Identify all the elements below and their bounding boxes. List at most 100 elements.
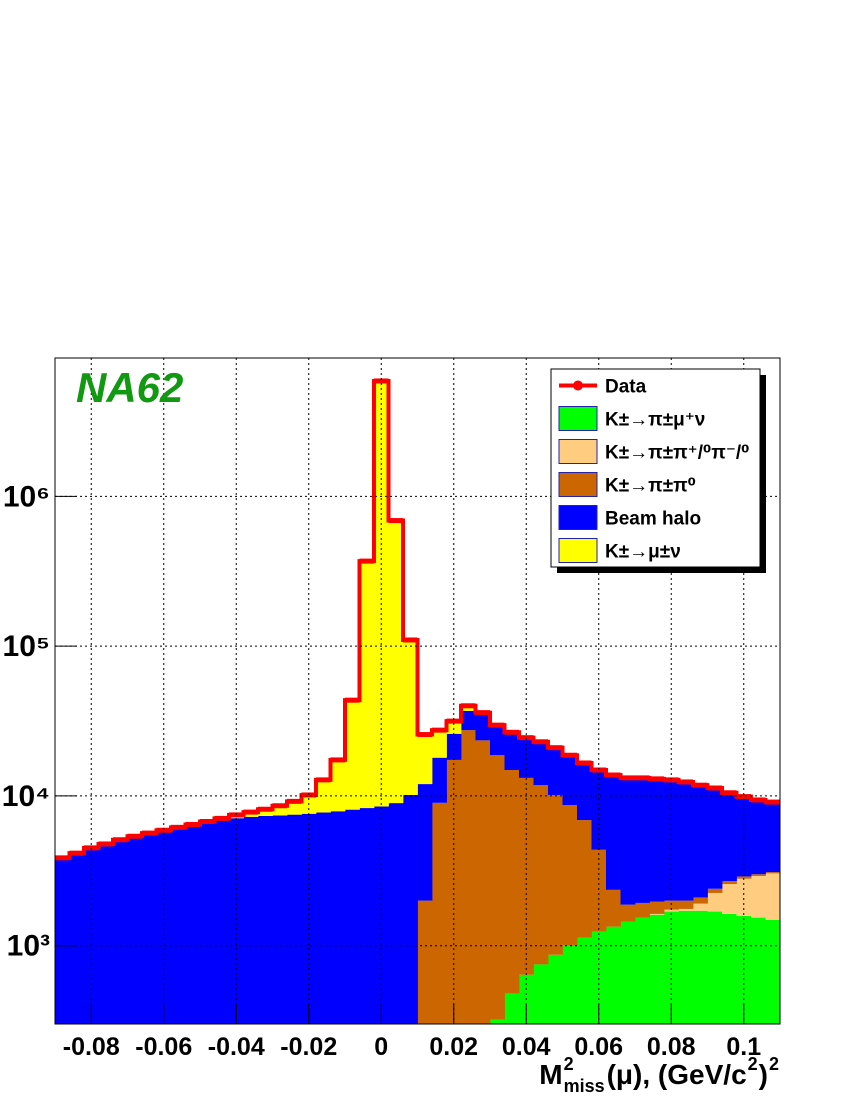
histogram-bar [707,789,723,889]
histogram-bar [707,911,723,1024]
legend-swatch [558,505,598,530]
histogram-bar [156,831,172,1024]
histogram-bar [620,779,636,905]
histogram-bar [272,805,288,816]
histogram-bar [504,769,520,994]
x-tick-label: -0.06 [135,1033,192,1061]
histogram-bar [432,802,447,1024]
plot-frame [54,357,781,1025]
histogram-bar [461,710,476,731]
histogram-bar [316,812,331,1024]
legend-marker [573,380,583,391]
histogram-bar [345,809,360,1024]
histogram-bar [707,892,723,912]
histogram-bar [69,854,85,1024]
histogram-bar [620,904,636,922]
axes: -0.08 -0.06 -0.04 -0.02 0 0.02 0.04 0.06 0.08 0.1… [2,357,781,1096]
histogram-bar [562,945,578,1024]
histogram-bar [606,889,621,927]
histogram-bar [374,806,389,1024]
x-axis-label-part: 2 [748,1054,758,1074]
x-axis-label-part: (μ), (GeV/c [607,1059,747,1090]
histogram-bar [84,849,99,1024]
histogram-bar [127,837,143,1024]
histogram-bar [649,780,665,902]
histogram-bar [432,730,447,758]
histogram-bar [606,776,621,890]
histogram-bar [446,733,462,760]
experiment-label: NA62 [76,364,183,411]
histogram-bar [693,786,708,898]
x-axis-label-part: 2 [564,1054,574,1074]
histogram-bar [272,815,288,1024]
histogram-bar [490,726,505,756]
x-axis-label-part: miss [564,1076,605,1096]
histogram-bar [722,881,737,885]
histogram-bar [548,954,563,1024]
histogram-bar [229,818,244,1024]
x-tick-label: -0.04 [208,1033,265,1061]
histogram-bar [678,900,694,909]
histogram-bar [258,809,273,816]
x-tick-label: 0.06 [574,1033,623,1061]
histogram-bar [693,897,708,904]
histogram-bar [635,779,650,903]
histogram-bar [664,900,679,910]
histogram-bar [635,902,650,918]
histogram-bar [591,771,607,850]
histogram-bar [490,755,505,1020]
histogram-bar [765,803,781,873]
x-tick-label: -0.08 [63,1033,120,1061]
histogram-bar [548,748,563,795]
histogram-bar [345,700,360,810]
histogram-bar [577,764,592,821]
histogram-bar [461,730,476,1024]
x-axis-label-part: M [539,1059,562,1090]
legend-label: K±→π±μ⁺ν [605,410,705,431]
histogram-bar [490,1019,505,1024]
histogram-bar [736,798,752,877]
histogram-bar [214,820,230,1024]
histogram-bar [258,815,273,1024]
histogram-bar [664,909,679,912]
histogram-bar [765,873,781,920]
legend-label: K±→π±π⁺/⁰π⁻/⁰ [605,443,749,464]
histogram-bar [751,875,766,918]
histogram-bar [446,721,462,734]
histogram-bar [446,759,462,1024]
histogram-bar [417,734,433,785]
histogram-bar [243,816,259,1024]
legend-label: Data [605,377,647,398]
histogram-bar [287,814,302,1024]
histogram-bar [736,876,752,879]
legend-swatch [558,406,598,431]
x-tick-label: 0 [374,1033,388,1061]
histogram-bar [722,884,737,914]
histogram-bar [533,964,549,1024]
histogram-bar [359,808,375,1024]
histogram-bar [113,841,128,1024]
histogram-bar [461,705,476,711]
histogram-bar [200,823,215,1024]
histogram-bar [504,993,520,1024]
histogram-bar [678,783,694,901]
legend-box [550,368,761,568]
x-tick-label: 0.1 [726,1033,761,1061]
histogram-bar [649,914,665,1024]
histogram-bar [504,733,520,770]
y-tick-label: 10⁵ [3,630,50,663]
histogram-bar [142,834,157,1024]
histogram-bar [98,845,114,1024]
histogram-bar [577,937,592,1024]
legend-swatch [558,472,598,497]
histogram-bar [330,759,346,812]
histogram-bar [664,781,679,901]
plot-area [55,378,781,1024]
x-axis-label-part: ) [759,1059,768,1090]
histogram-bar [751,801,766,875]
histogram-bar [577,820,592,938]
histogram-bar [765,919,781,1024]
